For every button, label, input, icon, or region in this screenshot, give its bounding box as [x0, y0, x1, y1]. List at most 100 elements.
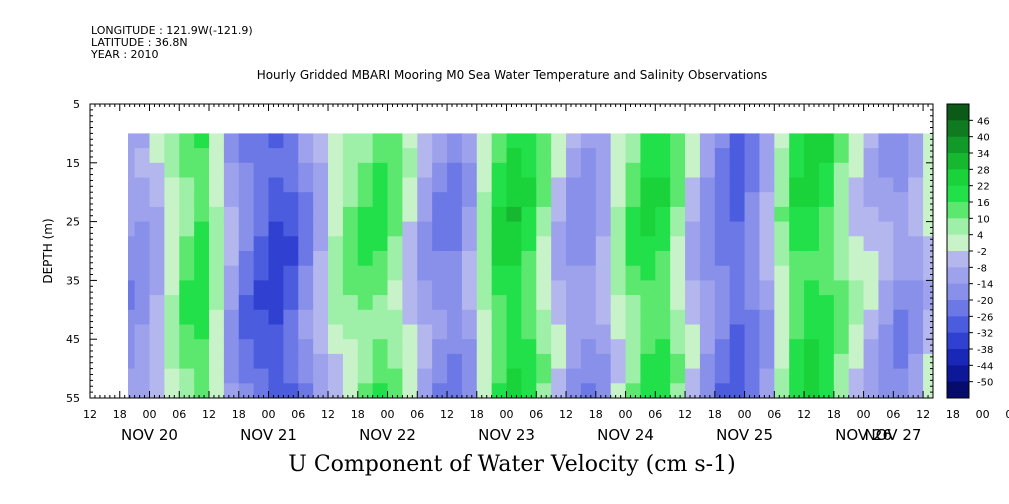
heatmap-cell	[417, 339, 433, 355]
heatmap-cell	[759, 309, 775, 326]
heatmap-cell	[670, 162, 686, 179]
heatmap-cell	[625, 295, 642, 311]
heatmap-cell	[149, 383, 165, 398]
heatmap-cell	[580, 309, 597, 326]
heatmap-cell	[402, 353, 418, 370]
heatmap-cell	[744, 383, 761, 398]
heatmap-cell	[774, 383, 790, 398]
heatmap-cell	[997, 325, 1009, 340]
heatmap-cell	[387, 309, 404, 326]
heatmap-cell	[402, 192, 418, 208]
heatmap-cell	[699, 339, 716, 355]
heatmap-cell	[283, 236, 299, 252]
heatmap-cell	[670, 353, 686, 370]
heatmap-cell	[223, 280, 240, 296]
heatmap-cell	[908, 265, 924, 281]
heatmap-cell	[128, 133, 136, 149]
heatmap-cell	[908, 177, 924, 193]
heatmap-cell	[595, 295, 612, 311]
heatmap-cell	[134, 206, 151, 223]
heatmap-cell	[774, 353, 790, 370]
heatmap-cell	[789, 295, 805, 311]
heatmap-cell	[878, 383, 894, 398]
heatmap-cell	[506, 368, 523, 384]
heatmap-cell	[417, 206, 433, 223]
heatmap-cell	[566, 177, 582, 193]
heatmap-cell	[283, 133, 299, 149]
heatmap-cell	[685, 221, 701, 237]
x-hour-label: 18	[946, 408, 960, 421]
heatmap-cell	[640, 280, 656, 296]
x-hour-label: 06	[529, 408, 543, 421]
heatmap-cell	[744, 265, 761, 281]
heatmap-cell	[878, 133, 894, 149]
heatmap-cell	[908, 309, 924, 326]
heatmap-cell	[461, 295, 478, 311]
heatmap-cell	[655, 280, 671, 296]
heatmap-cell	[610, 251, 627, 267]
heatmap-cell	[298, 133, 314, 149]
heatmap-cell	[640, 368, 656, 384]
heatmap-cell	[640, 133, 656, 149]
heatmap-cell	[759, 339, 775, 355]
colorbar-level-label: -32	[977, 329, 993, 340]
heatmap-cell	[580, 251, 597, 267]
heatmap-cell	[670, 236, 686, 252]
heatmap-cell	[387, 236, 404, 252]
heatmap-cell	[194, 148, 210, 164]
heatmap-cell	[670, 177, 686, 193]
heatmap-cell	[759, 177, 775, 193]
heatmap-cell	[491, 309, 508, 326]
heatmap-cell	[447, 206, 463, 223]
heatmap-cell	[595, 309, 612, 326]
heatmap-cell	[461, 383, 478, 398]
heatmap-cell	[357, 383, 374, 398]
heatmap-cell	[134, 265, 151, 281]
x-hour-label: 00	[143, 408, 157, 421]
heatmap-cell	[298, 162, 314, 179]
heatmap-cell	[521, 221, 537, 237]
heatmap-cell	[551, 133, 567, 149]
heatmap-cell	[610, 309, 627, 326]
heatmap-cell	[432, 368, 448, 384]
heatmap-cell	[417, 192, 433, 208]
heatmap-cell	[744, 221, 761, 237]
heatmap-cell	[997, 251, 1009, 266]
heatmap-cell	[699, 280, 716, 296]
heatmap-cell	[179, 265, 195, 281]
heatmap-cell	[402, 221, 418, 237]
heatmap-cell	[342, 177, 359, 193]
heatmap-cell	[461, 221, 478, 237]
heatmap-cell	[878, 148, 894, 164]
heatmap-cell	[759, 265, 775, 281]
heatmap-cell	[328, 148, 344, 164]
heatmap-cell	[134, 177, 151, 193]
heatmap-cell	[655, 265, 671, 281]
heatmap-cell	[997, 178, 1009, 193]
x-hour-label: 06	[886, 408, 900, 421]
heatmap-cell	[179, 295, 195, 311]
heatmap-cell	[447, 383, 463, 398]
colorbar-swatch	[947, 349, 969, 366]
heatmap-cell	[149, 236, 165, 252]
heatmap-cell	[447, 280, 463, 296]
heatmap-cell	[714, 133, 731, 149]
heatmap-cell	[283, 339, 299, 355]
colorbar-swatch	[947, 234, 969, 252]
heatmap-cell	[536, 339, 552, 355]
heatmap-cell	[164, 236, 180, 252]
heatmap-cell	[625, 383, 642, 398]
heatmap-cell	[164, 251, 180, 267]
heatmap-cell	[640, 162, 656, 179]
x-hour-label: 12	[559, 408, 573, 421]
heatmap-cell	[685, 162, 701, 179]
heatmap-cell	[447, 177, 463, 193]
heatmap-cell	[848, 324, 865, 340]
heatmap-cell	[268, 324, 284, 340]
heatmap-cell	[417, 236, 433, 252]
heatmap-cell	[804, 368, 820, 384]
heatmap-cell	[774, 177, 790, 193]
heatmap-cell	[328, 192, 344, 208]
heatmap-cell	[342, 295, 359, 311]
heatmap-cell	[655, 251, 671, 267]
